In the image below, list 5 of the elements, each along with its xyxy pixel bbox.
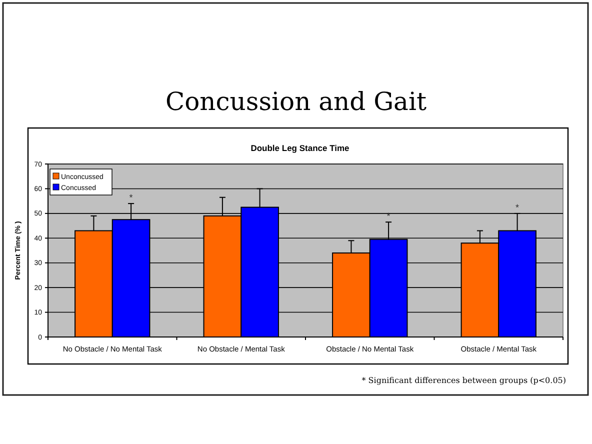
chart-subtitle: Double Leg Stance Time xyxy=(250,143,350,153)
chart-title: Concussion and Gait xyxy=(165,87,427,116)
annotation: * xyxy=(129,192,134,203)
annotation: * xyxy=(516,202,520,212)
text: * Significant differences between groups (p<0.05) xyxy=(362,376,566,385)
